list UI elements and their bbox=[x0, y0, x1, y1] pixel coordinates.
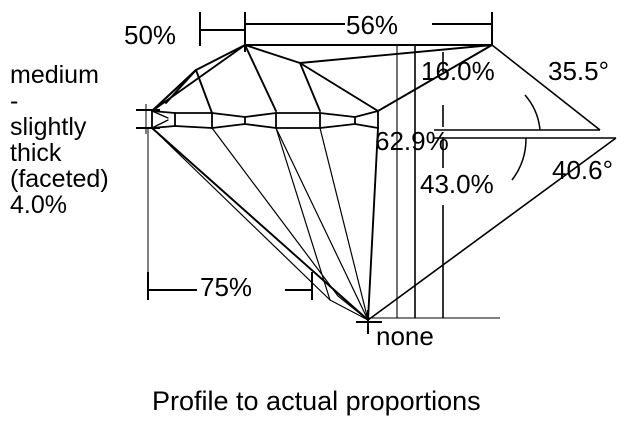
label-total-depth-percent: 62.9% bbox=[375, 126, 449, 156]
crown-facets bbox=[151, 44, 493, 114]
girdle-upper-edge bbox=[151, 110, 379, 118]
label-lower-girdle-percent: 75% bbox=[200, 272, 253, 302]
crown-facet-d bbox=[244, 44, 301, 64]
crown-facet-b bbox=[151, 44, 246, 112]
pavilion-facet-g bbox=[337, 295, 369, 321]
crown-angle-arc bbox=[524, 94, 541, 131]
pavilion-facet-f bbox=[329, 299, 369, 321]
girdle-lower-edge bbox=[151, 123, 379, 129]
crown-facet-c bbox=[244, 44, 277, 112]
label-pavilion-angle: 40.6° bbox=[552, 155, 614, 185]
pavilion-outline-left bbox=[151, 127, 369, 321]
label-crown-height-percent: 16.0% bbox=[421, 56, 495, 86]
girdle-inner-b bbox=[151, 119, 169, 129]
crown-angle-ray bbox=[491, 44, 601, 131]
label-diameter-percent: 56% bbox=[346, 10, 399, 40]
pavilion-angle-arc bbox=[511, 137, 527, 181]
label-crown-angle: 35.5° bbox=[548, 56, 610, 86]
crown-angle-indicator bbox=[434, 44, 601, 131]
crown-facet-a bbox=[195, 69, 213, 114]
pavilion-facets bbox=[151, 127, 379, 321]
pavilion-facet-a bbox=[151, 127, 331, 301]
crown-outline-upper-left bbox=[195, 44, 246, 71]
pavilion-facet-b bbox=[211, 127, 339, 297]
pavilion-facet-e bbox=[319, 127, 369, 321]
label-table-percent: 50% bbox=[124, 20, 177, 50]
label-culet-size: none bbox=[376, 321, 434, 351]
top-dimension-lines bbox=[199, 12, 493, 52]
pavilion-facet-c bbox=[275, 127, 331, 301]
diagram-caption: Profile to actual proportions bbox=[152, 386, 481, 416]
girdle-band bbox=[151, 110, 379, 129]
label-pavilion-depth-percent: 43.0% bbox=[420, 169, 494, 199]
girdle-inner-a bbox=[151, 110, 169, 119]
label-girdle-thickness: medium - slightly thick (faceted) 4.0% bbox=[10, 61, 109, 219]
crown-outline-right bbox=[377, 44, 493, 112]
pavilion-angle-indicator bbox=[367, 137, 617, 321]
crown-facet-g bbox=[299, 44, 493, 64]
pavilion-angle-ray bbox=[367, 137, 617, 321]
lower-girdle-dimension bbox=[147, 128, 313, 300]
crown-facet-i bbox=[165, 69, 197, 104]
pavilion-outline-right bbox=[367, 127, 379, 321]
crown-facet-e bbox=[299, 62, 321, 112]
crown-facet-f bbox=[299, 62, 379, 112]
pavilion-facet-d bbox=[275, 127, 369, 321]
